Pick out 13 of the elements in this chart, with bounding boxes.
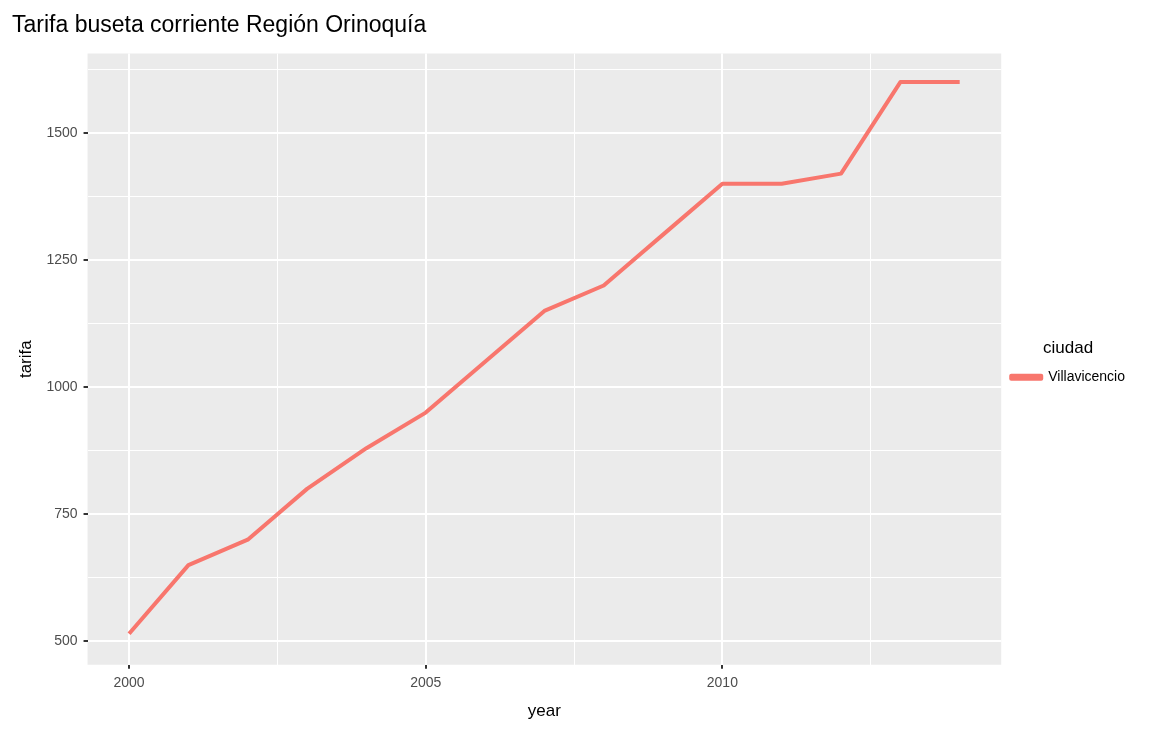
x-axis-title: year xyxy=(527,701,562,721)
y-tick-label: 1500 xyxy=(46,123,78,140)
x-tick-label: 2000 xyxy=(113,674,145,691)
y-axis-title: tarifa xyxy=(15,339,35,379)
y-tick-label: 1000 xyxy=(46,378,78,395)
y-tick-label: 1250 xyxy=(46,250,78,267)
legend-label: Villavicencio xyxy=(1048,368,1126,385)
y-tick-label: 500 xyxy=(54,632,78,649)
x-tick-label: 2010 xyxy=(706,674,739,691)
x-tick-label: 2005 xyxy=(410,674,442,691)
chart-title: Tarifa buseta corriente Región Orinoquía xyxy=(12,11,427,38)
legend-title: ciudad xyxy=(1043,337,1094,357)
y-tick-label: 750 xyxy=(54,505,78,522)
